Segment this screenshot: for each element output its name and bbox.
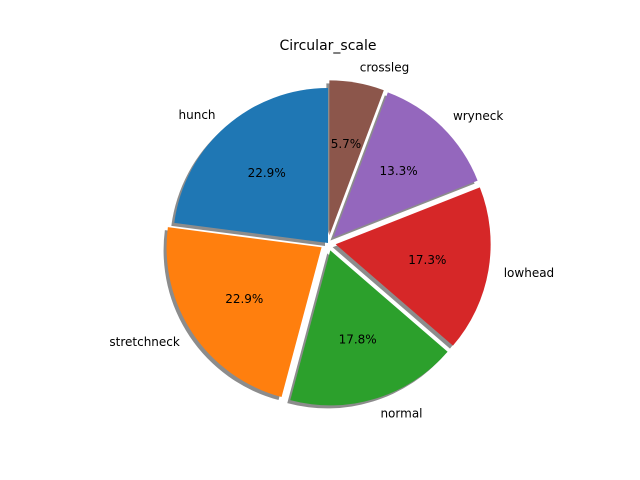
slice-pct-label-crossleg: 5.7%: [331, 137, 362, 151]
slice-label-normal: normal: [380, 406, 422, 420]
slice-pct-label-stretchneck: 22.9%: [225, 292, 263, 306]
slice-lowhead: [335, 187, 491, 346]
slice-label-lowhead: lowhead: [504, 266, 554, 280]
slice-pct-label-normal: 17.8%: [339, 332, 377, 346]
slice-label-stretchneck: stretchneck: [109, 335, 180, 349]
slice-hunch: [174, 88, 328, 243]
slice-label-crossleg: crossleg: [360, 61, 409, 75]
slice-pct-label-hunch: 22.9%: [248, 166, 286, 180]
slice-stretchneck: [166, 227, 322, 398]
chart-title: Circular_scale: [280, 38, 377, 54]
slice-label-wryneck: wryneck: [453, 109, 503, 123]
slice-crossleg: [329, 80, 384, 236]
slice-pct-label-wryneck: 13.3%: [380, 164, 418, 178]
slice-wryneck: [333, 92, 478, 238]
slice-normal: [290, 250, 448, 406]
slice-label-hunch: hunch: [179, 108, 216, 122]
label-layer: hunch 22.9% stretchneck 22.9% normal 17.8% low…: [109, 61, 554, 421]
slice-pct-label-lowhead: 17.3%: [408, 253, 446, 267]
slice-layer: [166, 80, 491, 406]
